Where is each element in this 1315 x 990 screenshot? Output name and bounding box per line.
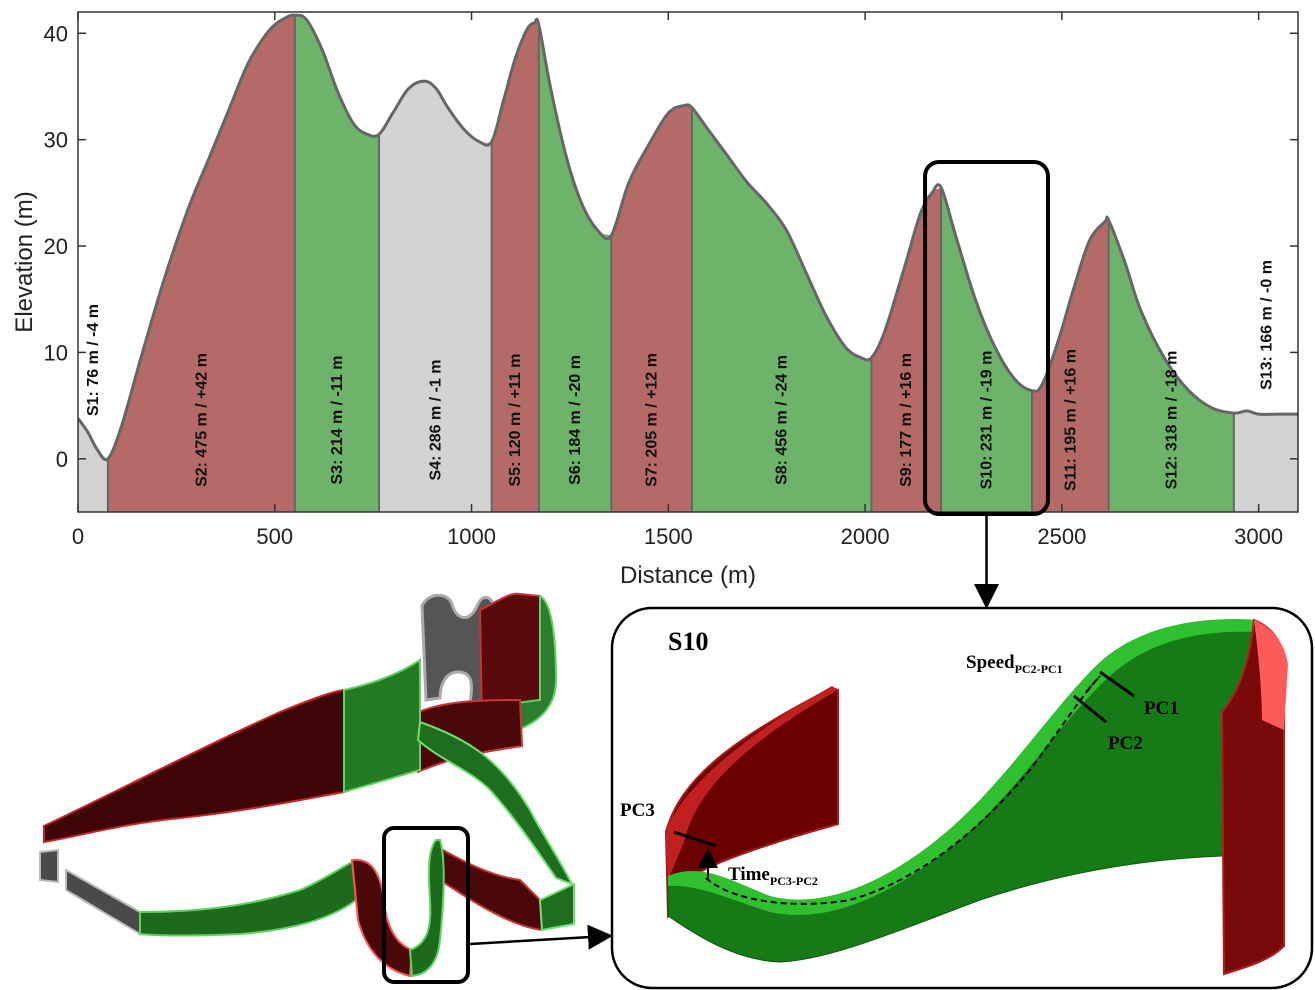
inset-title: S10 bbox=[668, 627, 708, 656]
inset-red-rim bbox=[666, 686, 838, 880]
segment-area bbox=[1032, 219, 1109, 512]
y-tick-label: 10 bbox=[44, 340, 68, 365]
segment-label: S6: 184 m / -20 m bbox=[567, 355, 584, 485]
y-axis-label: Elevation (m) bbox=[11, 191, 38, 332]
segment-dividers bbox=[106, 15, 1235, 512]
track-3d-illustration bbox=[39, 592, 613, 984]
pc1-line bbox=[1099, 670, 1135, 698]
speed-arrow bbox=[1085, 675, 1101, 693]
segment-labels: S1: 76 m / -4 m S2: 475 m / +42 m S3: 214 … bbox=[85, 260, 1276, 491]
x-tick-label: 1500 bbox=[644, 524, 693, 549]
x-tick-label: 500 bbox=[256, 524, 293, 549]
segment-label: S5: 120 m / +11 m bbox=[507, 354, 524, 487]
inset-right-red-rim bbox=[1254, 620, 1288, 730]
track-red-s-curve bbox=[434, 844, 544, 932]
segment-area bbox=[691, 107, 872, 512]
track-gray-base bbox=[39, 848, 141, 936]
segment-area bbox=[379, 81, 492, 512]
pc3-line bbox=[673, 830, 717, 848]
elevation-profile-line bbox=[78, 13, 1298, 462]
track-green-ramp bbox=[343, 658, 421, 794]
time-label: TimePC3-PC2 bbox=[728, 864, 818, 888]
segment-label: S9: 177 m / +16 m bbox=[898, 353, 915, 487]
y-tick-label: 30 bbox=[44, 128, 68, 153]
segment-area bbox=[1233, 410, 1298, 512]
segment-label: S2: 475 m / +42 m bbox=[193, 353, 210, 487]
segment-label: S8: 456 m / -24 m bbox=[774, 355, 791, 485]
segment-label: S3: 214 m / -11 m bbox=[329, 356, 346, 485]
segment-label: S4: 286 m / -1 m bbox=[427, 360, 444, 481]
y-tick-label: 40 bbox=[44, 21, 68, 46]
y-tick-label: 20 bbox=[44, 234, 68, 259]
pc2-label: PC2 bbox=[1108, 733, 1143, 754]
s10-inset: S10 SpeedPC2-PC1 TimePC3-PC2 PC1 PC2 PC3 bbox=[610, 606, 1314, 990]
x-axis: 0 500 1000 1500 2000 2500 3000 bbox=[72, 12, 1283, 549]
x-tick-label: 2000 bbox=[841, 524, 890, 549]
segment-label: S1: 76 m / -4 m bbox=[85, 304, 102, 416]
x-axis-label: Distance (m) bbox=[620, 562, 756, 589]
track-green-loop bbox=[408, 839, 445, 978]
track-to-inset-arrow bbox=[469, 924, 613, 950]
track-s10-box bbox=[382, 826, 470, 984]
inset-green-rim bbox=[668, 619, 1256, 916]
segment-label: S10: 231 m / -19 m bbox=[979, 351, 996, 490]
segment-area bbox=[491, 22, 539, 512]
y-axis: 0 10 20 30 40 bbox=[44, 21, 1298, 472]
track-green-base bbox=[139, 858, 357, 937]
plot-frame bbox=[77, 11, 1299, 513]
x-tick-label: 2500 bbox=[1037, 524, 1086, 549]
track-gray-tower bbox=[420, 593, 496, 704]
speed-label: SpeedPC2-PC1 bbox=[966, 652, 1063, 676]
pc1-label: PC1 bbox=[1144, 698, 1179, 719]
track-red-ramp bbox=[43, 688, 345, 844]
pc2-line bbox=[1073, 694, 1107, 724]
segment-area bbox=[941, 187, 1032, 512]
segment-area bbox=[1108, 220, 1234, 512]
segment-label: S13: 166 m / -0 m bbox=[1259, 260, 1276, 390]
x-tick-label: 3000 bbox=[1234, 524, 1283, 549]
segment-label: S12: 318 m / -18 m bbox=[1163, 351, 1180, 490]
inset-dashed-path bbox=[705, 675, 1101, 905]
segment-area bbox=[538, 24, 612, 512]
segment-areas bbox=[78, 15, 1298, 512]
x-tick-label: 1000 bbox=[447, 524, 496, 549]
track-green-end bbox=[538, 882, 575, 932]
segment-area bbox=[611, 105, 692, 512]
x-tick-label: 0 bbox=[72, 524, 84, 549]
segment-area bbox=[294, 15, 380, 512]
segment-label: S11: 195 m / +16 m bbox=[1062, 349, 1079, 491]
time-subscript: PC3-PC2 bbox=[770, 874, 818, 888]
speed-subscript: PC2-PC1 bbox=[1015, 662, 1063, 676]
segment-area bbox=[107, 15, 295, 512]
pc3-label: PC3 bbox=[620, 800, 655, 821]
elevation-chart: S1: 76 m / -4 m S2: 475 m / +42 m S3: 214 … bbox=[11, 11, 1299, 609]
y-tick-label: 0 bbox=[56, 447, 68, 472]
segment-area bbox=[78, 418, 108, 512]
segment-label: S7: 205 m / +12 m bbox=[644, 353, 661, 487]
